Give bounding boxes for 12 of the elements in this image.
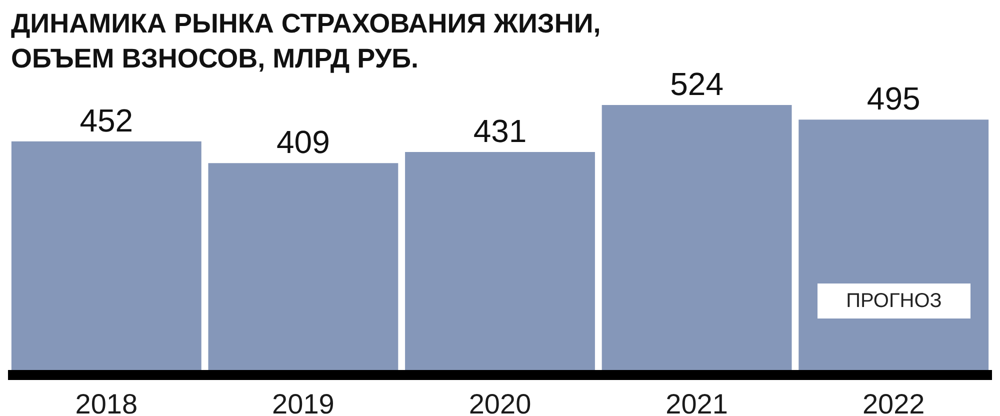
data-label: 431	[473, 112, 527, 149]
x-tick-label: 2021	[666, 388, 728, 416]
x-tick-label: 2022	[862, 388, 925, 416]
x-tick-label: 2020	[468, 388, 532, 416]
data-label: 452	[80, 102, 134, 138]
data-label: 495	[866, 80, 920, 117]
chart-title: ДИНАМИКА РЫНКА СТРАХОВАНИЯ ЖИЗНИ, ОБЪЕМ ВЗНОСОВ, МЛРД РУБ.	[10, 8, 601, 74]
data-label: 409	[276, 124, 330, 160]
data-label: 524	[670, 66, 724, 102]
x-tick-label: 2018	[75, 388, 138, 416]
annotation: ПРОГНОЗ	[846, 290, 942, 312]
x-tick-label: 2019	[272, 388, 334, 416]
